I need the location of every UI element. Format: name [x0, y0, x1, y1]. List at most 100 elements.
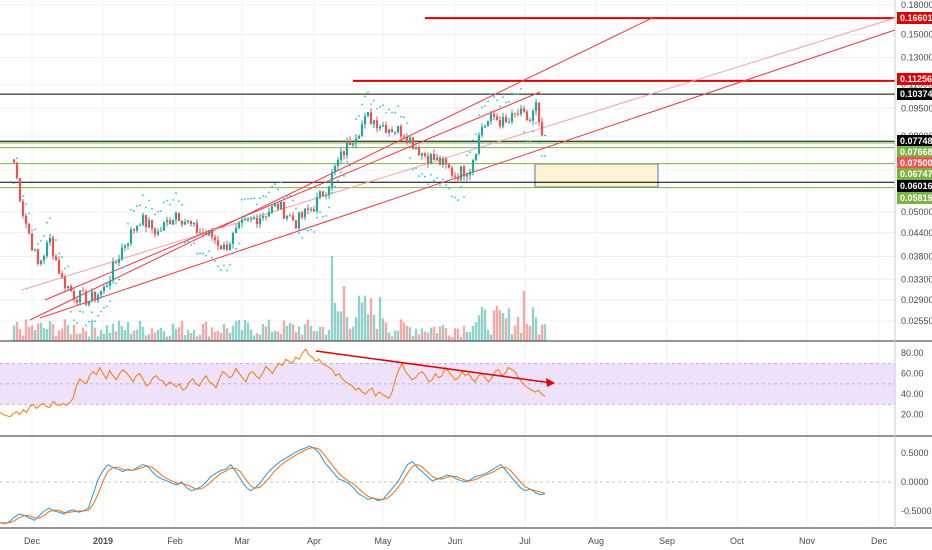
candle-body — [528, 120, 532, 121]
volume-bar — [96, 336, 100, 341]
volume-bar — [351, 326, 355, 341]
volume-bar — [420, 328, 424, 341]
candle-body — [27, 223, 31, 234]
candle-body — [321, 191, 325, 197]
sar-dot — [298, 232, 300, 234]
sar-dot — [448, 187, 450, 190]
candle-body — [294, 220, 298, 229]
sar-dot — [31, 229, 33, 232]
price-pane[interactable] — [0, 17, 896, 341]
price-tag: 0.06016 — [900, 181, 932, 191]
candle-body — [96, 294, 100, 301]
candle-body — [534, 102, 538, 111]
candle-body — [240, 219, 244, 223]
rsi-pane[interactable] — [0, 348, 895, 418]
candle-body — [378, 126, 382, 129]
volume-bar — [354, 317, 358, 341]
candle-body — [93, 291, 97, 301]
candle-body — [273, 203, 277, 207]
candle-body — [249, 218, 253, 220]
stoch-tick-label: -0.5000 — [901, 506, 932, 516]
candle-body — [51, 238, 55, 257]
candle-body — [333, 165, 337, 173]
sar-dot — [424, 175, 426, 178]
volume-bar — [453, 328, 457, 341]
candle-body — [420, 153, 424, 156]
time-tick-label: Aug — [588, 536, 604, 546]
volume-bar — [492, 310, 496, 341]
volume-bar — [117, 320, 121, 341]
sar-dot — [478, 114, 480, 117]
volume-bar — [111, 323, 115, 341]
volume-bar — [456, 328, 460, 341]
sar-dot — [457, 199, 459, 202]
candle-body — [105, 285, 109, 287]
time-tick-label: Nov — [799, 536, 816, 546]
volume-bar — [144, 335, 148, 341]
channel-line[interactable] — [21, 17, 896, 291]
volume-bar — [213, 331, 217, 341]
price-tag: 0.05819 — [900, 193, 932, 203]
price-tag-bg — [897, 180, 932, 192]
sar-dot — [220, 268, 222, 271]
sar-dot — [412, 168, 414, 171]
volume-bar — [408, 327, 412, 341]
divergence-arrow[interactable] — [315, 350, 553, 384]
sar-dot — [505, 101, 507, 104]
volume-bar — [66, 325, 70, 341]
candle-body — [327, 186, 331, 196]
volume-bar — [48, 321, 52, 341]
time-tick-label: Jul — [519, 536, 531, 546]
sar-dot — [154, 213, 156, 216]
volume-bar — [339, 311, 343, 341]
sar-dot — [343, 175, 345, 177]
channel-line[interactable] — [29, 17, 653, 321]
sar-dot — [517, 93, 519, 96]
support-zone[interactable] — [534, 163, 659, 188]
sar-dot — [274, 183, 276, 186]
sar-dot — [286, 195, 288, 198]
volume-bar — [240, 330, 244, 341]
volume-bar — [252, 335, 256, 341]
volume-bar — [63, 319, 67, 341]
candle-body — [255, 218, 259, 225]
sar-dot — [400, 115, 402, 118]
sar-dot — [367, 91, 369, 94]
volume-bar — [72, 324, 76, 341]
price-tick-label: 0.02550 — [901, 316, 932, 326]
volume-bar — [132, 330, 136, 341]
price-tag: 0.10374 — [900, 89, 932, 99]
time-tick-label: Feb — [167, 536, 183, 546]
candle-body — [510, 113, 514, 122]
price-tick-label: 0.03300 — [901, 274, 932, 284]
sar-dot — [229, 263, 231, 266]
volume-bar — [417, 334, 421, 341]
stoch-k-line — [0, 445, 546, 525]
sar-dot — [319, 211, 321, 213]
volume-bar — [348, 328, 352, 341]
candle-body — [87, 301, 91, 305]
sar-dot — [418, 175, 420, 178]
volume-bar — [378, 297, 382, 341]
volume-bar — [135, 329, 139, 341]
candle-body — [408, 137, 412, 144]
candle-body — [339, 151, 343, 161]
volume-bar — [264, 326, 268, 341]
channel-line[interactable] — [44, 91, 541, 301]
price-tick-label: 0.05000 — [901, 207, 932, 217]
candle-body — [189, 220, 193, 225]
volume-bar — [156, 329, 160, 341]
volume-bar — [285, 325, 289, 341]
price-tag: 0.07668 — [900, 147, 932, 157]
sar-dot — [337, 179, 339, 182]
candle-body — [174, 212, 178, 220]
time-tick-label: May — [374, 536, 392, 546]
sar-dot — [130, 208, 132, 211]
price-tick-label: 0.04400 — [901, 228, 932, 238]
volume-bar — [522, 291, 526, 341]
stoch-tick-label: 0.5000 — [901, 448, 929, 458]
stoch-pane[interactable] — [0, 445, 895, 525]
candle-body — [483, 125, 487, 128]
sar-dot — [265, 195, 267, 198]
